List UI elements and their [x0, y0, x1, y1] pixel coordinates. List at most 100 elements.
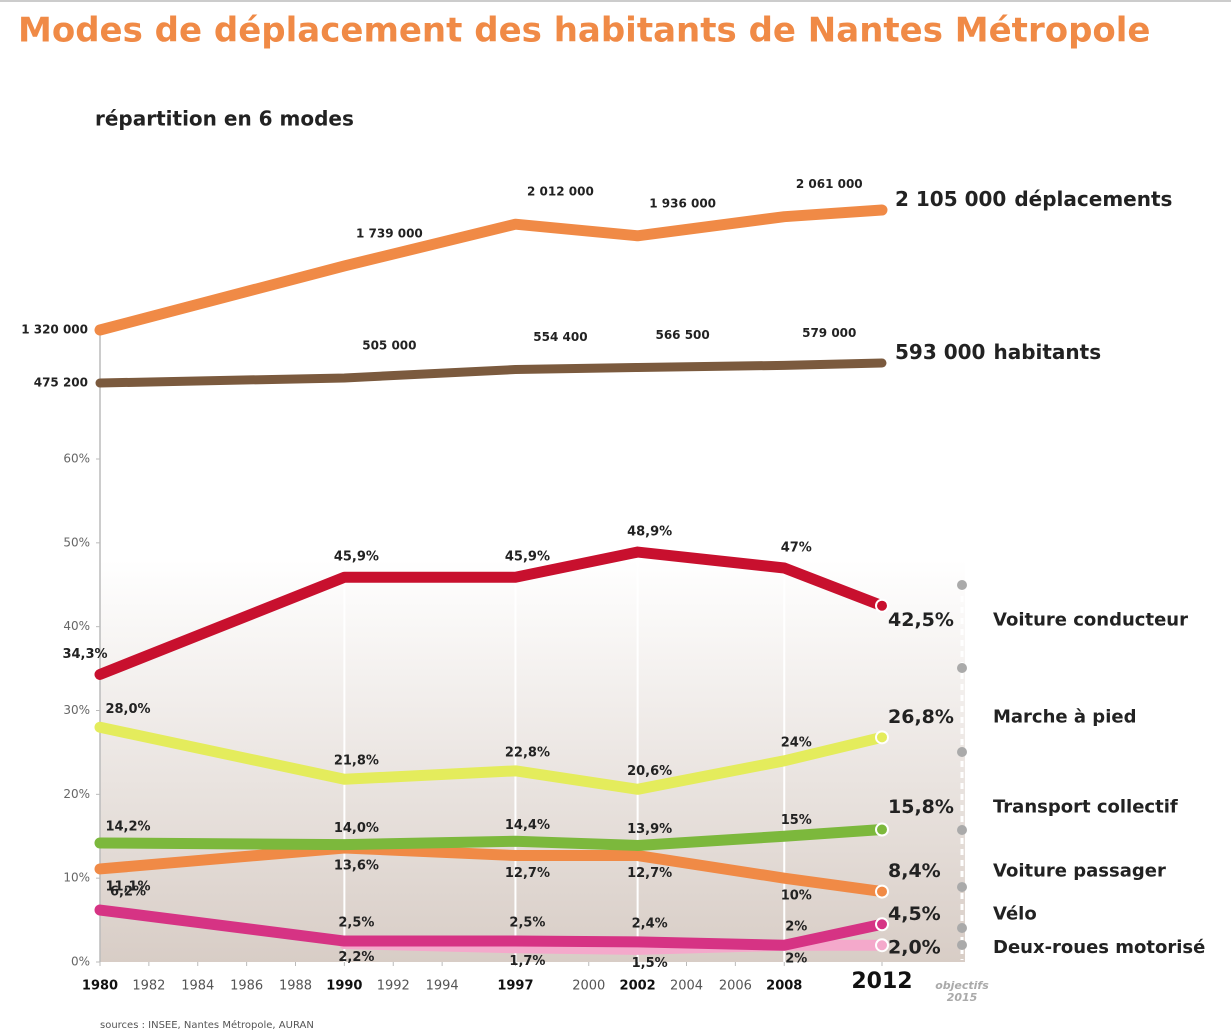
top-border — [0, 0, 1231, 2]
value-label: 14,4% — [505, 818, 550, 833]
value-label: 1,5% — [632, 956, 668, 971]
value-label: 2,0% — [888, 937, 941, 959]
line — [94, 204, 888, 336]
x-tick-label: 2000 — [572, 979, 605, 994]
value-label: 1 936 000 — [649, 196, 716, 210]
value-label: 21,8% — [334, 754, 379, 769]
value-label: 2 012 000 — [527, 185, 594, 199]
line — [94, 842, 888, 898]
line — [94, 721, 888, 795]
y-tick-label: 50% — [63, 535, 90, 549]
line — [95, 358, 887, 388]
value-label: 6,2% — [110, 885, 146, 900]
value-label: 13,9% — [627, 822, 672, 837]
y-tick-label: 20% — [63, 787, 90, 801]
value-label: 566 500 — [655, 328, 709, 342]
x-tick-label: 2004 — [670, 979, 703, 994]
x-tick-label: 2012 — [851, 969, 912, 994]
end-label: 593 000 habitants — [895, 339, 1101, 363]
value-label: 34,3% — [62, 647, 107, 662]
x-tick-label: 2002 — [620, 979, 656, 994]
end-marker — [875, 938, 889, 953]
x-tick-label: 1982 — [132, 979, 165, 994]
y-tick-label: 30% — [63, 703, 90, 717]
line — [94, 824, 888, 851]
value-label: 14,2% — [105, 819, 150, 834]
line — [94, 546, 888, 680]
y-tick-label: 10% — [63, 871, 90, 885]
objective-dots — [957, 580, 967, 950]
value-label: 2 105 000 — [895, 186, 1006, 210]
value-label: 13,6% — [334, 858, 379, 873]
value-label: 14,0% — [334, 821, 379, 836]
annotation: objectifs — [935, 979, 989, 992]
value-label: 28,0% — [105, 702, 150, 717]
annotation: 2015 — [947, 991, 978, 1004]
value-label: 4,5% — [888, 903, 941, 925]
series-name: Transport collectif — [993, 797, 1178, 818]
value-label: 2% — [785, 952, 807, 967]
value-label: 2,4% — [632, 916, 668, 931]
series-name: Voiture passager — [993, 861, 1166, 882]
source: sources : INSEE, Nantes Métropole, AURAN — [100, 1019, 314, 1031]
value-label: 2,5% — [338, 916, 374, 931]
end-label: 2 105 000 déplacements — [895, 186, 1172, 210]
value-label: 1,7% — [509, 954, 545, 969]
x-tick-label: 1990 — [326, 979, 362, 994]
value-label: 579 000 — [802, 326, 856, 340]
series-name: déplacements — [1014, 186, 1172, 210]
x-tick-label: 1994 — [426, 979, 459, 994]
value-label: 12,7% — [505, 866, 550, 881]
series-name: Vélo — [993, 903, 1037, 924]
end-marker — [875, 822, 889, 837]
value-label: 45,9% — [334, 550, 379, 565]
value-label: 24% — [781, 735, 812, 750]
value-label: 1 320 000 — [21, 322, 88, 336]
x-tick-label: 1997 — [497, 979, 533, 994]
line — [94, 904, 888, 951]
x-tick-label: 1984 — [181, 979, 214, 994]
value-label: 2 061 000 — [796, 177, 863, 191]
y-tick-label: 0% — [71, 955, 90, 969]
value-label: 15,8% — [888, 796, 954, 818]
end-marker — [875, 884, 889, 899]
series-name: Marche à pied — [993, 706, 1136, 727]
value-label: 20,6% — [627, 764, 672, 779]
value-label: 15% — [781, 813, 812, 828]
value-label: 47% — [781, 540, 812, 555]
series-name: Voiture conducteur — [993, 610, 1188, 631]
series-name: habitants — [993, 339, 1101, 363]
subtitle: répartition en 6 modes — [95, 107, 354, 131]
value-label: 505 000 — [362, 338, 416, 352]
value-label: 2,2% — [338, 950, 374, 965]
value-label: 8,4% — [888, 860, 941, 882]
value-label: 554 400 — [533, 330, 587, 344]
y-tick-label: 40% — [63, 619, 90, 633]
chart-title: Modes de déplacement des habitants de Na… — [18, 11, 1150, 51]
x-tick-label: 2008 — [766, 979, 802, 994]
y-tick-label: 60% — [63, 452, 90, 466]
value-label: 2% — [785, 920, 807, 935]
end-marker — [875, 917, 889, 932]
value-label: 2,5% — [509, 916, 545, 931]
value-label: 48,9% — [627, 525, 672, 540]
end-marker — [875, 730, 889, 745]
value-label: 42,5% — [888, 609, 954, 631]
end-marker — [875, 598, 889, 613]
x-tick-label: 1986 — [230, 979, 263, 994]
x-tick-label: 1980 — [82, 979, 118, 994]
value-label: 475 200 — [34, 376, 88, 390]
value-label: 593 000 — [895, 339, 985, 363]
value-label: 1 739 000 — [356, 226, 423, 240]
x-tick-label: 2006 — [719, 979, 752, 994]
value-label: 26,8% — [888, 706, 954, 728]
series-name: Deux-roues motorisé — [993, 937, 1205, 958]
value-label: 10% — [781, 889, 812, 904]
x-tick-label: 1988 — [279, 979, 312, 994]
value-label: 12,7% — [627, 866, 672, 881]
value-label: 22,8% — [505, 745, 550, 760]
value-label: 45,9% — [505, 550, 550, 565]
x-tick-label: 1992 — [377, 979, 410, 994]
value-label: 11,1% — [105, 879, 150, 894]
